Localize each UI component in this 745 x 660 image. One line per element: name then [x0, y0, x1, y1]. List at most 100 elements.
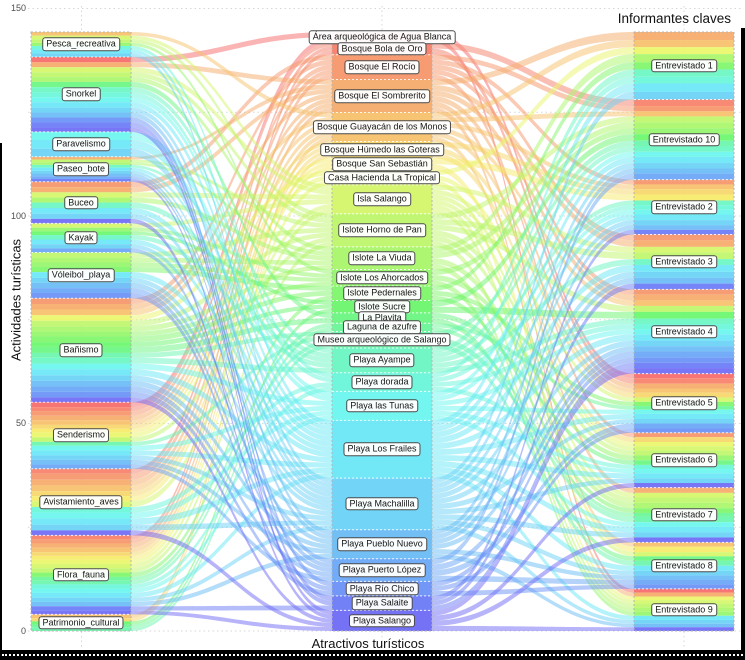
flow-ribbon — [130, 53, 332, 483]
node-label: Isla Salango — [353, 192, 411, 207]
node-label: Playa Río Chico — [345, 581, 419, 596]
flow-ribbon — [432, 42, 634, 107]
flow-ribbon — [432, 116, 634, 220]
node-label: Kayak — [64, 231, 98, 245]
node-label: Senderismo — [52, 428, 110, 443]
flow-ribbon — [432, 122, 634, 259]
flow-ribbon — [432, 466, 634, 571]
flow-ribbon — [432, 131, 634, 393]
flow-ribbon — [432, 362, 634, 611]
flow-band — [634, 575, 734, 580]
flow-band — [634, 446, 734, 451]
flow-ribbon — [432, 168, 634, 535]
flow-ribbon — [131, 464, 332, 582]
flow-band — [634, 99, 734, 107]
flow-band — [634, 437, 734, 443]
flow-band — [31, 407, 131, 412]
flow-band — [634, 428, 734, 433]
flow-ribbon — [432, 423, 634, 576]
flow-band — [634, 600, 734, 604]
node-label: Playa Ayampe — [349, 353, 415, 368]
flow-ribbon — [131, 472, 332, 598]
flow-ribbon — [432, 334, 634, 450]
flow-band — [634, 478, 734, 483]
flow-band — [634, 469, 734, 474]
node-label: Islote Horno de Pan — [338, 223, 426, 238]
flow-band — [31, 535, 131, 540]
flow-ribbon — [131, 67, 332, 195]
flow-band — [31, 402, 131, 408]
node-label: Entrevistado 8 — [651, 558, 717, 573]
node-label: Patrimonio_cultural — [38, 615, 124, 630]
image-frame-right — [741, 28, 745, 650]
flow-ribbon — [432, 59, 634, 185]
flow-ribbon — [432, 69, 634, 353]
flow-band — [31, 32, 131, 36]
flow-band — [31, 117, 131, 123]
flow-ribbon — [131, 87, 332, 353]
flow-band — [634, 537, 734, 543]
flow-band — [634, 579, 734, 585]
node-label: Bañismo — [59, 343, 103, 357]
flow-band — [634, 76, 734, 84]
flow-ribbon — [130, 107, 332, 488]
node-label: Buceo — [64, 195, 98, 210]
node-label: Bosque San Sebastián — [332, 157, 432, 171]
flow-ribbon — [131, 39, 332, 219]
flow-band — [634, 240, 734, 247]
flow-ribbon — [432, 519, 634, 576]
flow-ribbon — [131, 202, 332, 363]
flow-band — [634, 116, 734, 123]
flow-band — [634, 271, 734, 278]
flow-band — [634, 168, 734, 174]
flow-band — [31, 610, 131, 615]
flow-band — [634, 69, 734, 77]
node-label: Islote Los Ahorcados — [336, 271, 428, 285]
node-label: Paseo_bote — [52, 162, 110, 177]
flow-band — [31, 320, 131, 327]
flow-band — [31, 455, 131, 460]
flow-ribbon — [131, 288, 332, 573]
flow-band — [31, 524, 131, 531]
flow-ribbon — [432, 524, 634, 624]
flow-band — [31, 588, 131, 593]
flow-band — [634, 357, 734, 363]
flow-ribbon — [432, 342, 634, 566]
y-tick-label: 0 — [20, 625, 26, 636]
flow-ribbon — [131, 35, 332, 190]
flow-ribbon — [131, 605, 332, 611]
flow-band — [31, 485, 131, 492]
flow-band — [31, 35, 131, 40]
flow-band — [634, 91, 734, 100]
flow-band — [31, 56, 131, 63]
flow-ribbons-layer — [130, 32, 634, 631]
flow-band — [31, 539, 131, 544]
flow-ribbon — [432, 478, 634, 515]
image-frame-left — [0, 143, 2, 650]
flow-ribbon — [131, 175, 332, 438]
flow-ribbon — [432, 225, 634, 540]
node-label: Entrevistado 4 — [651, 324, 717, 339]
flow-band — [31, 424, 131, 429]
flow-band — [31, 597, 131, 602]
flow-ribbon — [432, 224, 634, 312]
flow-band — [31, 506, 131, 513]
flow-band — [634, 318, 734, 325]
flow-band — [31, 102, 131, 108]
flow-band — [634, 526, 734, 533]
node-label: Playa Salaite — [351, 596, 413, 610]
flow-band — [31, 223, 131, 228]
flow-band — [31, 181, 131, 188]
flow-ribbon — [432, 386, 634, 470]
flow-band — [634, 546, 734, 553]
flow-band — [634, 432, 734, 438]
node-label: Paravelismo — [52, 137, 110, 152]
flow-ribbon — [432, 340, 634, 504]
flow-band — [31, 601, 131, 607]
node-label: Pesca_recreativa — [42, 37, 120, 52]
flow-ribbon — [131, 117, 332, 316]
flow-band — [31, 127, 131, 132]
flow-ribbon — [432, 134, 634, 307]
flow-ribbon — [432, 128, 634, 276]
node-label: Islote Pedernales — [343, 286, 421, 301]
